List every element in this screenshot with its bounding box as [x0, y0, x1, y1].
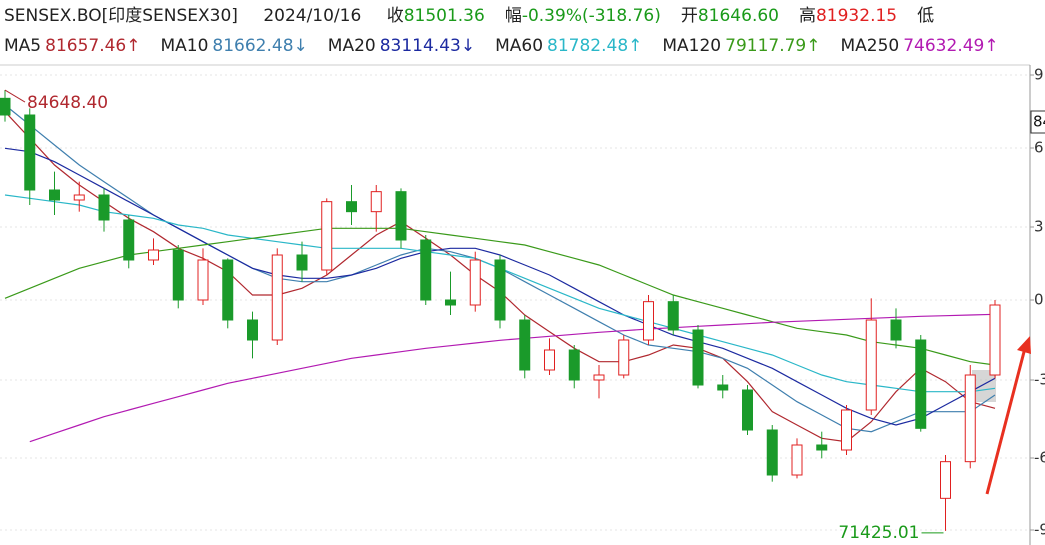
date: 2024/10/16	[263, 6, 362, 26]
candle-body	[667, 301, 679, 331]
ma-name: MA5	[4, 36, 42, 56]
ma-name: MA120	[662, 36, 722, 56]
candle-body	[964, 374, 976, 463]
candle-body	[568, 349, 580, 381]
candle-body	[73, 194, 85, 201]
candle-body	[841, 409, 852, 451]
candle-body	[544, 349, 555, 371]
ma-name: MA60	[495, 36, 544, 56]
candle-body	[791, 444, 803, 476]
y-tick-label: -6	[1034, 449, 1045, 467]
candle-body	[24, 114, 36, 191]
candle-body	[494, 259, 506, 321]
item-label: 收	[386, 6, 404, 26]
candle-body	[865, 319, 877, 411]
item-label: 幅	[504, 6, 522, 26]
candle-body	[766, 429, 778, 476]
candle-body	[98, 194, 110, 221]
item-value: 81932.15	[815, 6, 898, 26]
candle-body	[816, 444, 828, 451]
candle-body	[915, 339, 927, 429]
symbol: SENSEX.BO[印度SENSEX30]	[4, 6, 238, 26]
header: SENSEX.BO[印度SENSEX30] 2024/10/16 收81501.…	[4, 2, 1045, 62]
arrow-head	[1017, 336, 1031, 354]
price-marker-label: 84	[1033, 113, 1045, 131]
candle-body	[692, 329, 704, 386]
candle-body	[222, 259, 234, 321]
annotation-label: 84648.40	[27, 93, 108, 113]
candle-body	[370, 191, 382, 213]
candle-body	[519, 319, 531, 371]
item-label: 高	[798, 6, 816, 26]
quote-row: SENSEX.BO[印度SENSEX30] 2024/10/16 收81501.…	[4, 2, 1045, 32]
candle-body	[123, 219, 135, 261]
candle-body	[148, 249, 159, 261]
candle-body	[296, 254, 308, 271]
item-value: -0.39%(-318.76)	[521, 6, 661, 26]
ma-value: 79117.79↑	[725, 36, 821, 56]
candle-body	[717, 384, 729, 391]
ma-value: 81657.46↑	[45, 36, 141, 56]
ma-name: MA10	[160, 36, 209, 56]
y-tick-label: -9	[1034, 521, 1045, 539]
candle-body	[247, 319, 258, 341]
y-tick-label: -3	[1034, 371, 1045, 389]
y-tick-label: 6	[1034, 139, 1044, 157]
ma-name: MA250	[840, 36, 900, 56]
arrow-shaft	[985, 347, 1027, 495]
annotation-leader	[4, 89, 26, 103]
candle-body	[420, 239, 432, 301]
y-tick-label: 3	[1034, 218, 1044, 236]
candle-body	[618, 339, 630, 376]
candle-body	[395, 191, 407, 241]
item-label: 低	[917, 6, 935, 26]
ma-line	[29, 313, 996, 443]
ma-value: 83114.43↓	[379, 36, 476, 56]
item-label: 开	[680, 6, 698, 26]
ma-value: 74632.49↑	[903, 36, 999, 56]
item-value: 81646.60	[697, 6, 779, 26]
y-tick-label: 9	[1034, 66, 1044, 84]
candle-body	[271, 254, 283, 341]
candle-body	[197, 259, 209, 301]
price-marker-box	[1030, 110, 1045, 134]
candle-body	[593, 374, 605, 381]
y-tick-label: 0	[1034, 291, 1044, 309]
candle-body	[890, 319, 902, 341]
candle-body	[989, 304, 1001, 376]
candle-body	[469, 259, 481, 306]
candle-body	[445, 299, 456, 306]
candle-body	[940, 461, 951, 499]
candle-body	[49, 189, 60, 201]
annotation-label: 71425.01	[838, 523, 919, 543]
candle-body	[0, 97, 11, 116]
ma-legend: MA5 81657.46↑ MA10 81662.48↓ MA20 83114.43↓ MA…	[4, 32, 1045, 62]
candle-body	[172, 249, 184, 301]
ma-value: 81662.48↓	[212, 36, 308, 56]
item-value: 81501.36	[403, 6, 485, 26]
candle-body	[321, 201, 333, 271]
candle-body	[346, 201, 357, 213]
ma-name: MA20	[327, 36, 376, 56]
candle-body	[742, 389, 753, 431]
ma-line	[4, 227, 996, 366]
candle-body	[643, 301, 654, 341]
ma-value: 81782.48↑	[547, 36, 643, 56]
